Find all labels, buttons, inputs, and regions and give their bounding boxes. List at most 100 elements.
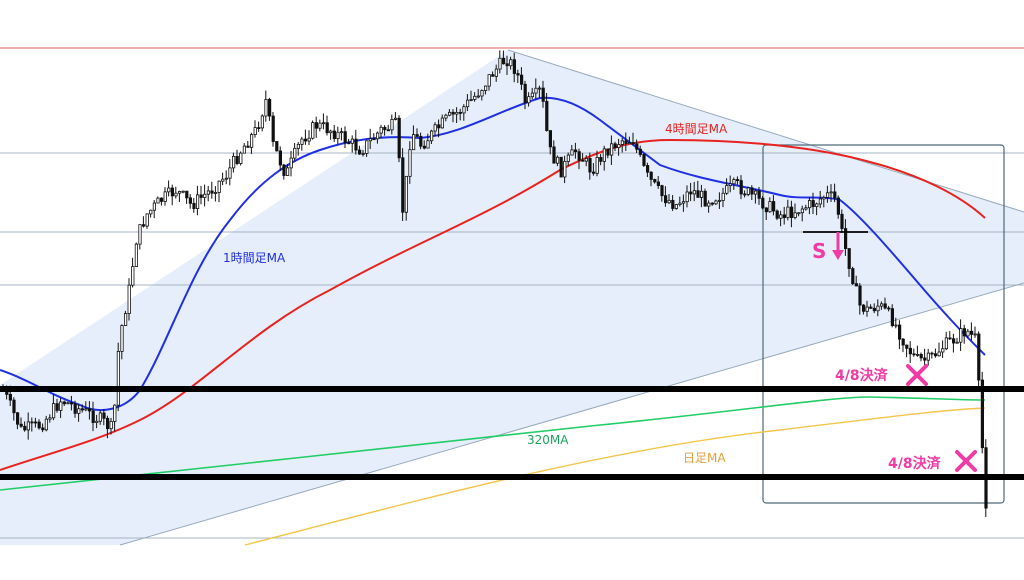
candle-bullish	[926, 352, 931, 361]
candle-bullish	[447, 111, 452, 116]
candle-bearish	[887, 307, 891, 310]
candle-bullish	[239, 152, 243, 164]
candle-bearish	[710, 202, 715, 205]
candle-bearish	[764, 207, 769, 213]
candle-bearish	[934, 353, 938, 357]
candle-bullish	[880, 303, 884, 307]
candle-bearish	[41, 427, 45, 431]
candle-bullish	[937, 351, 941, 357]
candle-bullish	[483, 85, 488, 91]
candle-bullish	[822, 196, 826, 200]
candle-bullish	[52, 403, 56, 419]
candle-bearish	[501, 57, 506, 65]
label-ma-daily: 日足MA	[683, 451, 726, 465]
candle-bullish	[563, 160, 567, 178]
candle-bearish	[505, 63, 509, 67]
candle-bullish	[84, 408, 88, 411]
candle-bearish	[703, 190, 707, 207]
candle-bullish	[732, 179, 736, 185]
candle-bullish	[620, 140, 625, 145]
candle-bullish	[365, 140, 369, 154]
candle-bearish	[347, 142, 351, 145]
candle-bearish	[970, 330, 974, 335]
candle-bearish	[523, 83, 527, 104]
candle-bullish	[163, 191, 167, 202]
candle-bullish	[865, 306, 869, 312]
candle-bullish	[556, 156, 560, 164]
candle-bearish	[631, 142, 635, 145]
candle-bearish	[901, 338, 905, 346]
candle-bullish	[339, 131, 344, 134]
candle-bearish	[872, 307, 877, 312]
candle-bearish	[840, 213, 844, 229]
candle-bearish	[15, 412, 20, 425]
candle-bullish	[667, 199, 671, 204]
candle-bullish	[793, 212, 797, 218]
candle-bullish	[260, 115, 265, 129]
candle-bullish	[829, 191, 833, 194]
candle-bearish	[638, 148, 643, 155]
candle-bearish	[559, 156, 563, 178]
settle-x-mark-2	[955, 450, 977, 472]
candle-bullish	[584, 158, 589, 162]
candle-bearish	[919, 354, 923, 359]
candle-bearish	[836, 197, 841, 215]
candle-bullish	[800, 208, 805, 214]
candle-bearish	[102, 412, 106, 419]
candle-bullish	[98, 412, 102, 422]
candle-bullish	[876, 305, 880, 312]
label-ma-4h: 4時間足MA	[665, 122, 728, 136]
candle-bearish	[520, 74, 524, 85]
candle-bearish	[592, 171, 596, 174]
candle-bullish	[746, 187, 751, 195]
candle-bearish	[415, 134, 419, 137]
candle-bearish	[898, 324, 902, 340]
candle-bullish	[941, 348, 945, 353]
candle-bearish	[811, 200, 815, 207]
candle-bearish	[37, 421, 41, 429]
candle-bearish	[952, 338, 956, 344]
candle-bearish	[977, 333, 981, 381]
candle-bullish	[321, 122, 326, 125]
candle-bullish	[408, 149, 412, 177]
candle-bullish	[628, 142, 632, 145]
candle-bullish	[916, 354, 920, 356]
candle-bearish	[278, 150, 283, 166]
candle-bearish	[656, 181, 661, 186]
candle-bearish	[541, 87, 545, 102]
candle-bearish	[858, 285, 862, 306]
candle-bullish	[465, 99, 470, 108]
candle-bullish	[411, 134, 416, 151]
candle-bearish	[833, 191, 837, 199]
candle-bearish	[890, 308, 895, 326]
candle-bullish	[336, 131, 340, 139]
candle-bullish	[498, 57, 502, 70]
candle-bearish	[23, 425, 27, 431]
candle-bullish	[797, 212, 801, 215]
candle-bullish	[177, 191, 182, 194]
candle-bullish	[469, 99, 473, 101]
candle-bullish	[725, 185, 729, 194]
candle-bearish	[271, 115, 275, 142]
candle-bearish	[62, 401, 67, 405]
candle-bullish	[329, 130, 333, 134]
candle-bearish	[980, 379, 985, 449]
candle-bullish	[156, 197, 160, 204]
candle-bearish	[689, 191, 693, 195]
candle-bearish	[962, 328, 967, 337]
candle-bearish	[642, 154, 646, 166]
candle-bearish	[671, 199, 675, 209]
candle-bullish	[134, 243, 138, 267]
candle-bullish	[714, 200, 718, 205]
candles-group	[1, 50, 988, 517]
candle-bearish	[574, 149, 578, 153]
candle-bullish	[77, 408, 81, 414]
candle-bearish	[606, 148, 610, 156]
candle-bullish	[113, 404, 117, 422]
daily-ma-line	[244, 407, 986, 546]
candle-bullish	[181, 190, 185, 193]
candle-bearish	[106, 417, 110, 430]
candle-bullish	[433, 124, 437, 132]
